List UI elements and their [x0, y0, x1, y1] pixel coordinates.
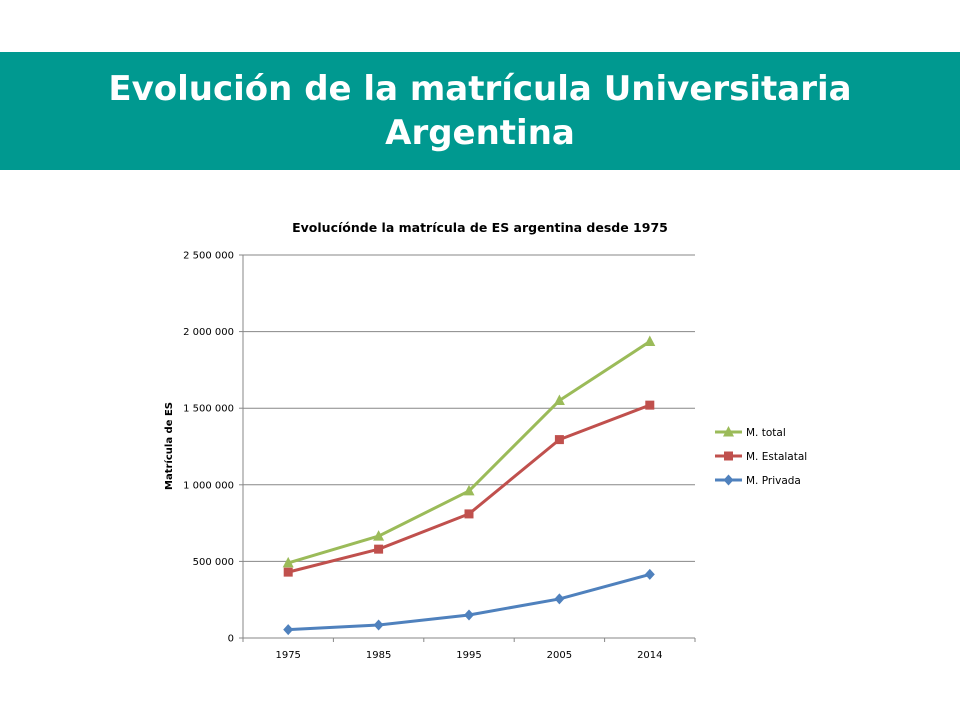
x-tick-labels: 1975 1985 1995 2005 2014	[275, 650, 662, 661]
y-axis-label: Matrícula de ES	[163, 402, 175, 490]
data-point-m-total	[644, 335, 656, 347]
data-point-m-estalatal	[374, 544, 384, 554]
x-tick-label: 2014	[637, 650, 662, 661]
legend-marker	[723, 426, 734, 437]
series-m-privada	[283, 568, 655, 636]
y-tick-label: 1 000 000	[183, 480, 234, 491]
slide-title-line1: Evolución de la matrícula Universitaria	[108, 69, 852, 109]
slide-title-line2: Argentina	[385, 113, 575, 153]
x-tick-label: 1995	[456, 650, 481, 661]
x-tick-label: 2005	[547, 650, 572, 661]
data-point-m-privada	[554, 593, 565, 605]
legend-item-m-total: M. total	[715, 426, 786, 439]
gridlines	[243, 254, 695, 562]
legend-item-m-privada: M. Privada	[715, 474, 801, 487]
data-point-m-total	[463, 484, 475, 496]
x-tick-label: 1975	[275, 650, 300, 661]
data-point-m-estalatal	[645, 400, 655, 410]
legend-label: M. Privada	[746, 475, 801, 487]
x-tick-label: 1985	[366, 650, 391, 661]
legend-label: M. Estalatal	[746, 451, 807, 463]
y-tick-label: 2 500 000	[183, 251, 234, 262]
y-tick-label: 2 000 000	[183, 327, 234, 338]
data-point-m-privada	[644, 568, 655, 580]
y-tick-label: 0	[228, 634, 234, 645]
data-point-m-estalatal	[283, 567, 293, 577]
legend-item-m-estalatal: M. Estalatal	[715, 451, 807, 463]
data-point-m-total	[373, 530, 385, 541]
series-line-m-total	[287, 340, 651, 565]
y-tick-label: 1 500 000	[183, 404, 234, 415]
title-banner: Evolución de la matrícula Universitaria …	[0, 52, 960, 170]
series-line-m-privada	[288, 572, 651, 632]
data-point-m-privada	[283, 624, 294, 636]
chart-title: Evolucíónde la matrícula de ES argentina…	[292, 220, 668, 235]
data-point-m-privada	[373, 619, 384, 631]
series-group	[282, 335, 656, 636]
series-m-total	[282, 335, 656, 568]
data-point-m-estalatal	[464, 509, 474, 519]
data-point-m-total	[282, 556, 294, 568]
axes	[239, 254, 696, 642]
series-m-estalatal	[283, 400, 655, 577]
legend-label: M. total	[746, 427, 786, 439]
data-point-m-privada	[464, 609, 474, 621]
legend-marker	[724, 451, 733, 461]
y-tick-label: 500 000	[193, 557, 234, 568]
data-point-m-estalatal	[554, 435, 564, 445]
y-tick-labels: 0 500 000 1 000 000 1 500 000 2 000 000 2 500…	[183, 251, 234, 645]
legend: M. total M. Estalatal M. Privada	[715, 426, 807, 487]
legend-marker	[723, 474, 734, 486]
data-point-m-total	[553, 394, 565, 406]
